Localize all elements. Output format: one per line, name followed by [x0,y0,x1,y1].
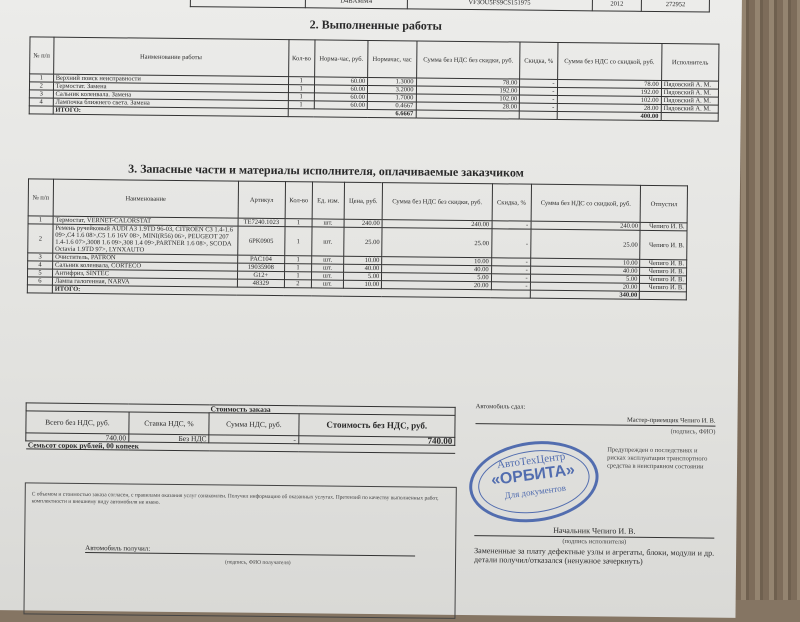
column-header: Кол-во [288,39,315,77]
table-cell: 1 [288,84,315,93]
table-cell: 25.00 [343,227,383,257]
column-header: Артикул [238,181,286,219]
master-signature: Мастер-приемщик Чепиго И. В. [475,415,716,427]
table-cell: 6PK0905 [237,226,285,256]
column-header: № п/п [28,178,54,217]
table-cell: 4 [29,97,54,107]
table-cell: 3 [27,252,53,262]
table-cell: 4 [27,260,53,270]
table-cell: Пядовский А. М. [661,96,719,106]
column-header: Сумма без НДС без скидки, руб. [382,182,493,221]
table-cell: Пядовский А. М. [661,88,719,98]
parts-table: № п/п Наименование Артикул Кол-во Ед. изм. Це… [27,178,688,300]
cost-table: Стоимость заказа Всего без НДС, руб. Став… [25,402,456,454]
table-cell: 1 [28,215,54,225]
table-cell: 1 [29,73,54,83]
column-header: Сумма без НДС со скидкой, руб. [557,42,662,81]
table-cell: 6 [27,276,53,286]
table-cell: Пядовский А. М. [660,104,719,114]
master-caption: (подпись, ФИО) [670,428,716,436]
table-cell: 25.00 [381,227,492,258]
parts-title: 3. Запасные части и материалы исполнител… [128,161,524,180]
table-cell: - [491,228,531,259]
wooden-table-background [735,0,800,600]
column-header: Нормачас, час [367,40,417,78]
column-header: Скидка, % [491,183,532,222]
column-header: Исполнитель [661,43,719,82]
column-header: Отпустил [640,185,688,223]
table-cell: Ремень ручейковый AUDI A3 1.9TD 96-03, C… [52,224,238,256]
works-table: № п/п Наименование работы Кол-во Норма-час,… [29,36,720,122]
column-header: Норма-час, руб. [314,39,369,78]
table-cell: 5 [27,268,53,278]
column-header: № п/п [29,36,54,75]
works-title: 2. Выполненные работы [309,17,442,33]
column-header: Цена, руб. [343,182,383,220]
company-stamp: АвтоТехЦентр «ОРБИТА» Для документов [464,433,604,530]
table-cell: шт. [311,226,344,257]
column-header: Ед. изм. [312,181,345,220]
defects-note: Замененные за плату дефектные узлы и агр… [474,546,715,566]
table-cell: 1 [284,226,313,256]
table-cell: 25.00 [530,229,641,260]
column-header: Сумма без НДС без скидки, руб. [416,40,521,80]
table-cell: 3 [29,89,54,99]
column-header: Кол-во [284,181,313,219]
table-cell: Чепиго И. В. [640,230,688,260]
table-cell: 1 [287,92,315,101]
vehicle-info-row: D4BAMM4 VF3OU5FS9CS151975 2012 272952 [190,0,710,13]
acceptance-box: С объемом и стоимостью заказа согласен, … [23,482,457,619]
table-cell: 2 [29,81,54,91]
table-cell: TE7240.1023 [237,218,285,227]
table-cell: 1 [288,76,315,85]
column-header: Наименование работы [53,37,289,77]
column-header: Скидка, % [519,42,558,80]
table-cell: 1 [284,218,313,227]
column-header: Сумма без НДС со скидкой, руб. [530,184,641,223]
table-cell: Пядовский А. М. [661,80,719,90]
work-order-document: D4BAMM4 VF3OU5FS9CS151975 2012 272952 2. Вы… [0,0,742,618]
column-header: Наименование [53,179,239,219]
handed-label: Автомобиль сдал: [475,403,526,411]
warning-note: Предупрежден о последствиях и рисках экс… [607,446,708,471]
table-cell: 2 [27,223,53,254]
table-cell: 1 [287,100,315,109]
